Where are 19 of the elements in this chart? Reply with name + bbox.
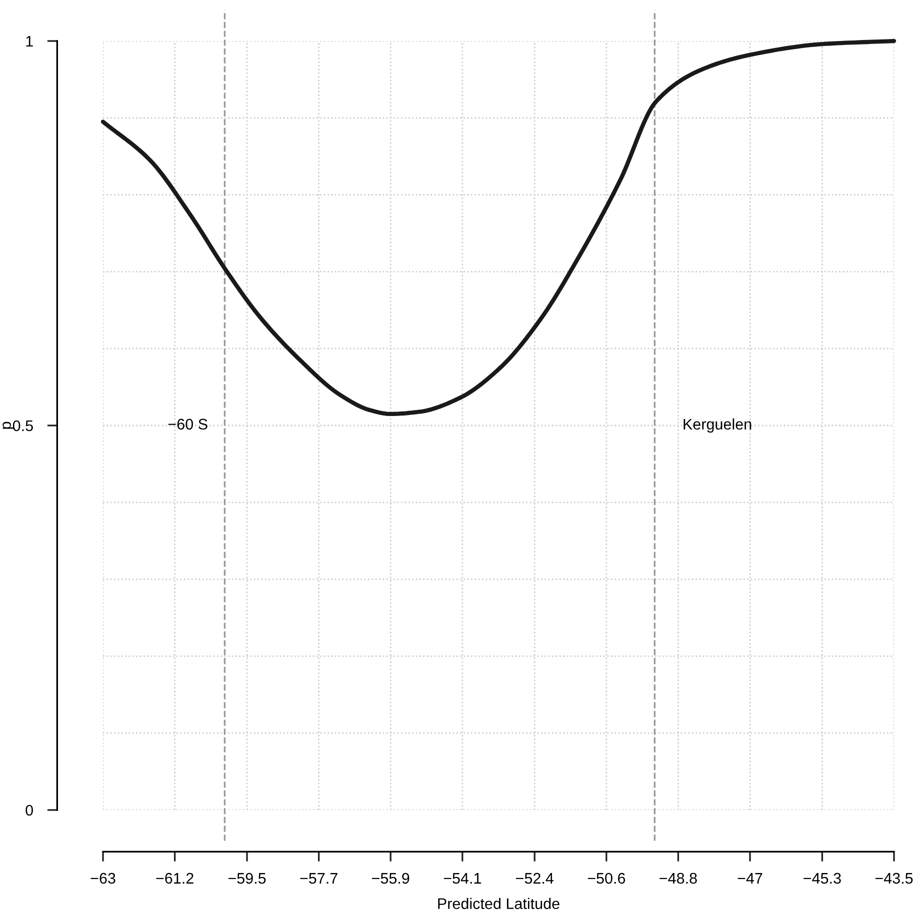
x-tick-label: −59.5 xyxy=(228,872,266,884)
y-tick-label: 0.5 xyxy=(12,420,33,432)
x-tick-label: −52.4 xyxy=(516,872,554,884)
ref-line-label: Kerguelen xyxy=(684,418,752,433)
x-tick-label: −54.1 xyxy=(444,873,481,884)
x-tick-label: −61.2 xyxy=(156,872,194,884)
x-tick-label: −55.9 xyxy=(372,872,410,884)
x-tick-label: −63 xyxy=(90,872,116,884)
x-axis-title: Predicted Latitude xyxy=(438,898,560,910)
y-tick-label: 0 xyxy=(26,804,33,816)
x-tick-label: −45.3 xyxy=(804,872,841,884)
x-tick-label: −43.5 xyxy=(875,872,913,884)
y-axis-title: p xyxy=(2,422,14,429)
ref-line-label: −60 S xyxy=(168,418,208,430)
x-tick-label: −50.6 xyxy=(588,872,626,884)
x-tick-label: −48.8 xyxy=(660,872,697,884)
x-tick-label: −47 xyxy=(738,873,762,884)
x-tick-label: −57.7 xyxy=(300,873,338,884)
y-tick-label: 1 xyxy=(26,36,33,47)
